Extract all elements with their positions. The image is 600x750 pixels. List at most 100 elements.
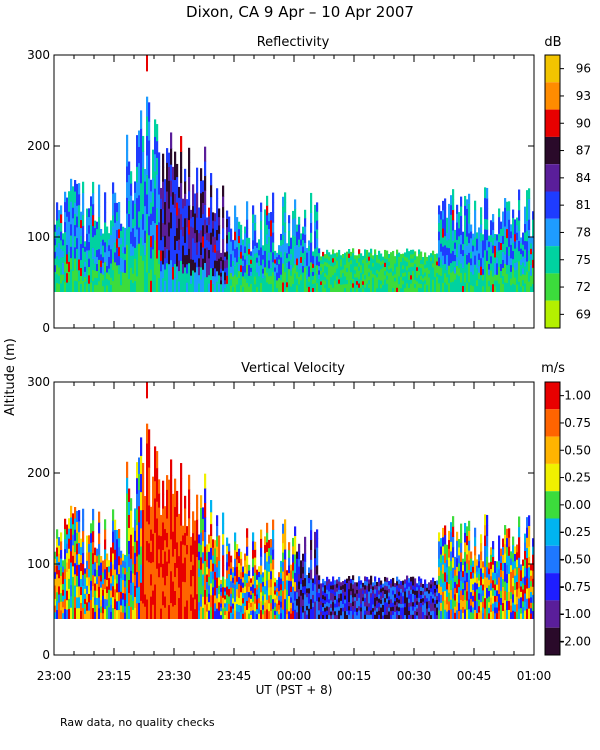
heatmap-cell bbox=[58, 577, 61, 587]
heatmap-cell bbox=[330, 269, 333, 274]
heatmap-cell bbox=[252, 584, 255, 594]
heatmap-cell bbox=[140, 273, 143, 292]
heatmap-cell bbox=[370, 588, 373, 594]
heatmap-cell bbox=[420, 590, 423, 595]
heatmap-cell bbox=[182, 282, 185, 292]
heatmap-cell bbox=[354, 582, 357, 587]
heatmap-cell bbox=[510, 251, 513, 259]
heatmap-cell bbox=[428, 262, 431, 267]
heatmap-cell bbox=[486, 239, 489, 251]
heatmap-cell bbox=[54, 271, 57, 279]
heatmap-cell bbox=[422, 256, 425, 261]
heatmap-cell bbox=[388, 272, 391, 277]
heatmap-cell bbox=[204, 604, 207, 619]
heatmap-cell bbox=[356, 607, 359, 612]
heatmap-cell bbox=[344, 252, 347, 257]
heatmap-cell bbox=[66, 263, 69, 274]
heatmap-cell bbox=[188, 176, 191, 192]
heatmap-cell bbox=[484, 260, 487, 272]
heatmap-cell bbox=[422, 597, 425, 602]
heatmap-cell bbox=[76, 226, 79, 239]
heatmap-cell bbox=[146, 174, 149, 195]
heatmap-cell bbox=[156, 191, 159, 209]
heatmap-cell bbox=[526, 190, 529, 201]
heatmap-cell bbox=[436, 614, 439, 619]
heatmap-cell bbox=[278, 604, 281, 610]
heatmap-cell bbox=[502, 602, 505, 611]
heatmap-cell bbox=[260, 609, 263, 619]
heatmap-cell bbox=[244, 579, 247, 587]
heatmap-cell bbox=[94, 547, 97, 556]
heatmap-cell bbox=[436, 283, 439, 289]
heatmap-cell bbox=[372, 614, 375, 619]
heatmap-cell bbox=[268, 267, 271, 277]
heatmap-cell bbox=[452, 557, 455, 568]
heatmap-cell bbox=[66, 609, 69, 619]
heatmap-cell bbox=[378, 585, 381, 591]
heatmap-cell bbox=[84, 246, 87, 252]
heatmap-cell bbox=[386, 577, 389, 583]
heatmap-cell bbox=[242, 265, 245, 272]
heatmap-cell bbox=[58, 226, 61, 235]
heatmap-cell bbox=[364, 262, 367, 267]
heatmap-cell bbox=[312, 582, 315, 587]
heatmap-cell bbox=[76, 216, 79, 228]
heatmap-cell bbox=[184, 557, 187, 570]
heatmap-cell bbox=[282, 196, 285, 207]
heatmap-cell bbox=[250, 267, 253, 272]
heatmap-cell bbox=[58, 258, 61, 268]
heatmap-cell bbox=[96, 284, 99, 292]
heatmap-cell bbox=[210, 279, 213, 292]
heatmap-cell bbox=[82, 280, 85, 292]
heatmap-cell bbox=[278, 581, 281, 587]
heatmap-cell bbox=[290, 580, 293, 587]
heatmap-cell bbox=[108, 571, 111, 579]
heatmap-cell bbox=[172, 216, 175, 230]
heatmap-cell bbox=[162, 522, 165, 537]
heatmap-cell bbox=[438, 609, 441, 619]
heatmap-cell bbox=[506, 237, 509, 248]
heatmap-cell bbox=[164, 539, 167, 552]
heatmap-cell bbox=[218, 283, 221, 292]
heatmap-cell bbox=[472, 233, 475, 240]
heatmap-cell bbox=[332, 287, 335, 292]
heatmap-cell bbox=[244, 553, 247, 561]
heatmap-cell bbox=[356, 596, 359, 601]
heatmap-cell bbox=[522, 279, 525, 287]
heatmap-cell bbox=[284, 212, 287, 223]
heatmap-cell bbox=[436, 610, 439, 616]
heatmap-cell bbox=[132, 536, 135, 547]
heatmap-cell bbox=[278, 245, 281, 251]
heatmap-cell bbox=[410, 576, 413, 582]
heatmap-cell bbox=[160, 219, 163, 230]
heatmap-cell bbox=[140, 437, 143, 456]
colorbar-segment bbox=[545, 436, 560, 464]
heatmap-cell bbox=[208, 224, 211, 234]
heatmap-cell bbox=[224, 279, 227, 285]
heatmap-cell bbox=[478, 253, 481, 260]
heatmap-cell bbox=[438, 549, 441, 559]
heatmap-cell bbox=[252, 214, 255, 224]
heatmap-cell bbox=[238, 548, 241, 557]
heatmap-cell bbox=[186, 199, 189, 209]
heatmap-cell bbox=[500, 256, 503, 265]
heatmap-cell bbox=[108, 262, 111, 269]
heatmap-cell bbox=[360, 268, 363, 273]
heatmap-cell bbox=[464, 522, 467, 533]
heatmap-cell bbox=[182, 245, 185, 255]
heatmap-cell bbox=[338, 593, 341, 599]
heatmap-cell bbox=[184, 217, 187, 231]
heatmap-cell bbox=[398, 252, 401, 257]
heatmap-cell bbox=[206, 588, 209, 597]
heatmap-cell bbox=[210, 583, 213, 596]
heatmap-cell bbox=[388, 269, 391, 274]
heatmap-cell bbox=[166, 262, 169, 278]
heatmap-cell bbox=[166, 205, 169, 221]
heatmap-cell bbox=[156, 174, 159, 192]
heatmap-cell bbox=[330, 261, 333, 267]
heatmap-cell bbox=[482, 584, 485, 591]
heatmap-cell bbox=[392, 259, 395, 264]
heatmap-cell bbox=[152, 277, 155, 292]
heatmap-cell bbox=[72, 249, 75, 261]
heatmap-cell bbox=[370, 601, 373, 607]
